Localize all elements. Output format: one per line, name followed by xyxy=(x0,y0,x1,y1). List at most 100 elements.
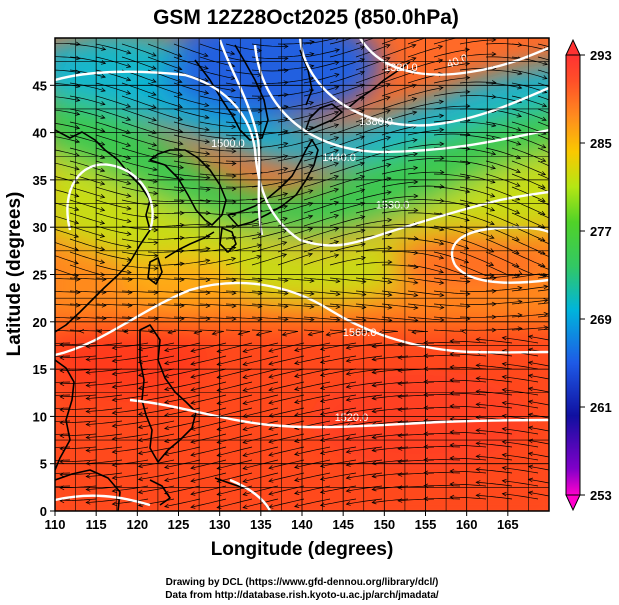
streamline xyxy=(251,303,288,307)
streamline-arrowhead xyxy=(593,197,597,201)
streamline xyxy=(372,498,409,503)
streamline-arrowhead xyxy=(335,304,341,310)
streamline-arrowhead xyxy=(151,142,158,147)
streamline xyxy=(537,95,549,101)
streamline xyxy=(112,433,149,440)
streamline-arrowhead xyxy=(465,291,471,297)
streamline xyxy=(320,446,357,454)
streamline-arrowhead xyxy=(516,113,522,118)
colorbar-tick-label-269: 269 xyxy=(590,312,612,327)
streamline xyxy=(8,393,44,395)
streamline xyxy=(476,429,513,435)
streamline-arrowhead xyxy=(242,491,248,496)
streamline-arrowhead xyxy=(438,269,444,274)
streamline xyxy=(173,259,210,266)
streamline-arrowhead xyxy=(164,464,170,470)
streamline-arrowhead xyxy=(333,214,340,219)
streamline-arrowhead xyxy=(294,438,300,443)
streamline xyxy=(459,160,496,169)
streamline-arrowhead xyxy=(111,501,117,507)
streamline-arrowhead xyxy=(75,315,81,321)
streamline-arrowhead xyxy=(345,384,351,389)
streamline xyxy=(528,453,549,458)
streamline xyxy=(381,237,418,240)
streamline-arrowhead xyxy=(515,168,521,174)
streamline-arrowhead xyxy=(137,502,144,508)
streamline-arrowhead xyxy=(593,67,597,71)
x-tick-label-145: 145 xyxy=(332,517,354,532)
streamline xyxy=(320,459,357,467)
streamline xyxy=(277,77,314,84)
streamline xyxy=(450,392,487,396)
streamline xyxy=(537,108,549,114)
streamline-arrowhead xyxy=(85,447,91,453)
streamline xyxy=(217,459,253,470)
streamline xyxy=(147,212,185,215)
height-contours xyxy=(55,38,549,511)
streamline xyxy=(303,98,339,110)
streamline xyxy=(173,134,210,143)
streamline-arrowhead xyxy=(8,417,12,421)
streamline-arrowhead xyxy=(439,280,445,285)
streamline xyxy=(86,433,123,438)
streamline-arrowhead xyxy=(75,276,81,282)
streamline xyxy=(147,108,183,121)
streamline xyxy=(329,175,365,188)
streamline-arrowhead xyxy=(449,364,455,370)
streamline-arrowhead xyxy=(387,259,393,265)
map-panel: 1320.01380.01440.01500.01530.01560.01520… xyxy=(8,38,597,511)
streamline xyxy=(138,394,175,402)
streamline xyxy=(121,186,158,194)
streamline-arrowhead xyxy=(319,502,325,508)
streamline-arrowhead xyxy=(387,292,393,297)
streamline-arrowhead xyxy=(111,423,117,429)
streamline-arrowhead xyxy=(501,478,507,484)
streamline-arrowhead xyxy=(283,166,289,172)
streamline xyxy=(485,56,522,60)
streamline xyxy=(303,214,339,227)
streamline xyxy=(459,212,495,225)
streamline xyxy=(60,498,97,502)
streamline-arrowhead xyxy=(151,117,157,122)
streamline-arrowhead xyxy=(387,305,393,310)
streamline xyxy=(476,481,513,487)
streamline-arrowhead xyxy=(319,385,325,391)
streamline xyxy=(303,49,340,58)
streamline xyxy=(55,202,79,211)
streamline-arrowhead xyxy=(190,400,196,405)
streamline-arrowhead xyxy=(75,289,81,295)
streamline xyxy=(225,316,262,320)
streamline-arrowhead xyxy=(151,78,157,83)
streamline xyxy=(217,433,253,444)
streamline-arrowhead xyxy=(100,101,106,106)
streamline-arrowhead xyxy=(360,201,366,207)
streamline-arrowhead xyxy=(439,113,445,119)
streamline xyxy=(502,337,539,344)
streamline-arrowhead xyxy=(413,179,419,185)
streamline-arrowhead xyxy=(8,469,12,473)
streamline xyxy=(485,121,522,131)
streamline-arrowhead xyxy=(85,499,91,505)
streamline xyxy=(537,315,549,318)
streamline-arrowhead xyxy=(126,193,132,198)
streamline-arrowhead xyxy=(111,371,117,377)
streamline xyxy=(433,238,469,250)
streamline xyxy=(346,420,383,427)
streamline xyxy=(459,290,497,292)
streamline-arrowhead xyxy=(359,135,365,140)
streamline-arrowhead xyxy=(517,285,523,291)
streamline-arrowhead xyxy=(125,155,132,160)
streamline-arrowhead xyxy=(59,407,65,413)
streamline xyxy=(372,342,409,347)
streamline-arrowhead xyxy=(34,497,38,501)
streamline-arrowhead xyxy=(371,356,377,362)
streamline xyxy=(199,121,236,128)
streamline xyxy=(329,58,365,71)
coastline-china xyxy=(55,129,151,333)
streamline xyxy=(537,173,549,180)
streamline xyxy=(86,368,123,373)
streamline-arrowhead xyxy=(449,390,455,396)
streamline-arrowhead xyxy=(85,369,91,375)
streamline xyxy=(277,303,314,308)
streamline xyxy=(95,225,132,235)
